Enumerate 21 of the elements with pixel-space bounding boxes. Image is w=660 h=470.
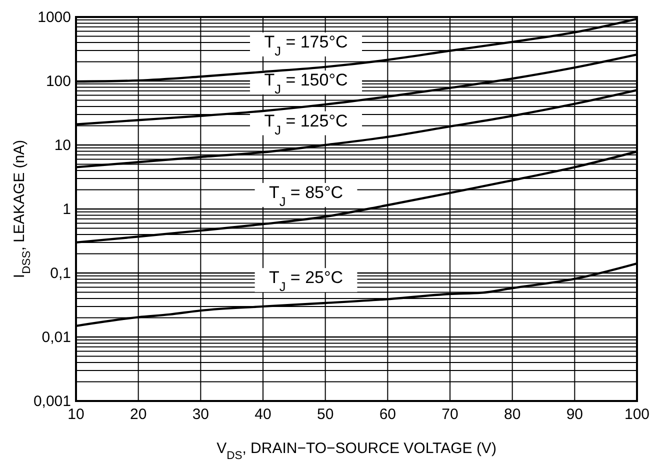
series-label: T$_{J}$ = 150°C bbox=[264, 70, 348, 96]
y-tick-label: 0,1 bbox=[50, 265, 71, 282]
x-tick-label: 20 bbox=[130, 406, 147, 423]
x-tick-label: 80 bbox=[504, 406, 521, 423]
series-label: T$_{J}$ = 175°C bbox=[264, 32, 348, 58]
x-axis-title: V$_{DS}$, DRAIN−TO−SOURCE VOLTAGE (V) bbox=[216, 440, 496, 462]
x-tick-label: 30 bbox=[192, 406, 210, 423]
y-tick-label: 100 bbox=[46, 73, 71, 90]
y-tick-label: 0,01 bbox=[42, 329, 71, 346]
x-tick-label: 60 bbox=[379, 406, 396, 423]
series-label: T$_{J}$ = 85°C bbox=[268, 182, 344, 208]
x-tick-label: 90 bbox=[566, 406, 584, 423]
series-label: T$_{J}$ = 25°C bbox=[268, 268, 344, 294]
x-tick-label: 50 bbox=[316, 406, 334, 423]
x-tick-label: 70 bbox=[442, 406, 458, 423]
x-tick-label: 100 bbox=[624, 406, 650, 423]
y-tick-label: 10 bbox=[54, 137, 71, 154]
series-label: T$_{J}$ = 125°C bbox=[264, 111, 348, 137]
y-tick-label: 1000 bbox=[38, 9, 71, 26]
x-tick-label: 40 bbox=[254, 406, 272, 423]
y-tick-label: 1 bbox=[62, 201, 71, 218]
